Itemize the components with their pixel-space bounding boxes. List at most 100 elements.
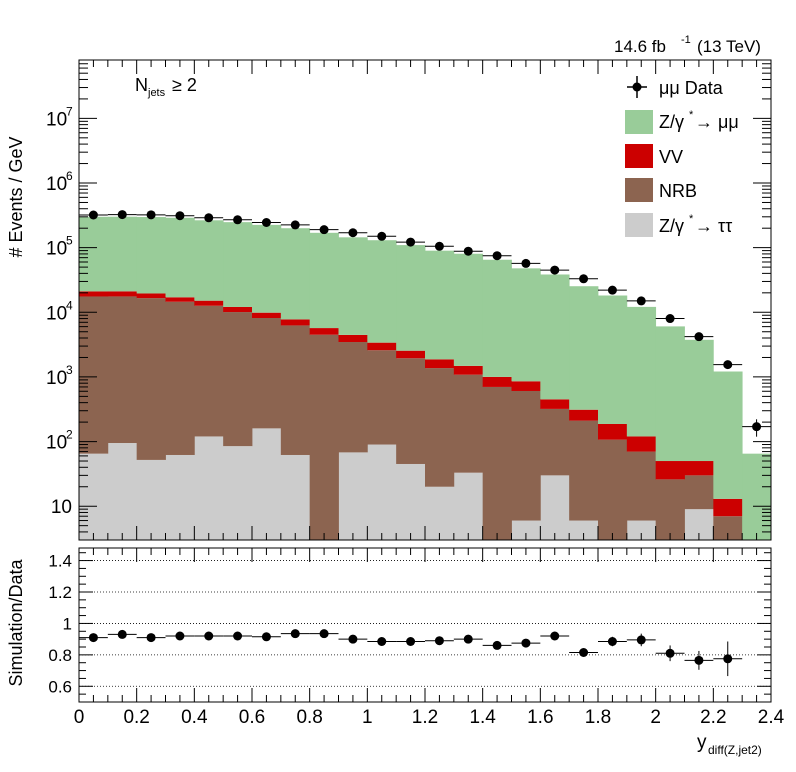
energy-label: (13 TeV) <box>697 37 761 56</box>
main-ytick-label-4: 10 <box>46 239 67 260</box>
bar-dy_mumu-22 <box>713 371 743 499</box>
legend-label-dy-mumu: Z/γ <box>659 112 684 132</box>
bar-dy_tautau-3 <box>165 454 195 540</box>
bar-dy_mumu-5 <box>223 222 253 307</box>
data-point-11 <box>406 237 416 247</box>
xtick-label-7: 1.4 <box>469 707 496 728</box>
bar-nrb-8 <box>309 334 339 540</box>
njets-annotation-rest: ≥ 2 <box>172 75 197 95</box>
bar-vv-10 <box>367 342 397 351</box>
bar-vv-4 <box>194 300 224 306</box>
bar-dy_tautau-2 <box>136 459 166 540</box>
y-axis-title-main: # Events / GeV <box>6 136 26 257</box>
bar-nrb-17 <box>569 420 599 521</box>
ratio-point-19 <box>636 635 646 645</box>
ratio-ytick-label-3: 1.2 <box>48 583 72 602</box>
bar-vv-8 <box>309 328 339 335</box>
bar-dy_tautau-7 <box>280 454 311 540</box>
bar-vv-13 <box>453 365 484 375</box>
ratio-point-17 <box>579 648 589 657</box>
bar-vv-16 <box>540 399 570 409</box>
bar-dy_tautau-5 <box>223 446 253 540</box>
bar-dy_tautau-11 <box>396 463 426 540</box>
y-axis-title-ratio: Simulation/Data <box>6 558 26 686</box>
data-point-19 <box>636 296 646 306</box>
main-ytick-exp-6: 7 <box>66 104 73 118</box>
main-ytick-label-6: 10 <box>46 109 67 130</box>
legend-label-vv: VV <box>659 147 683 167</box>
bar-nrb-22 <box>713 516 743 540</box>
bar-dy_mumu-21 <box>684 339 714 462</box>
ratio-ytick-label-1: 0.8 <box>48 646 72 665</box>
bar-nrb-18 <box>598 439 628 540</box>
bar-vv-7 <box>280 319 311 326</box>
bar-vv-17 <box>569 409 599 421</box>
data-point-3 <box>175 211 185 221</box>
stacked-histogram-bars <box>79 216 772 540</box>
ratio-gridlines <box>79 560 771 687</box>
legend-label-data: μμ Data <box>659 78 724 98</box>
ratio-point-7 <box>290 629 300 639</box>
xtick-label-10: 2 <box>650 707 661 728</box>
bar-nrb-7 <box>280 325 311 455</box>
bar-nrb-12 <box>425 368 455 487</box>
bar-dy_tautau-4 <box>194 436 224 540</box>
bar-nrb-2 <box>136 298 166 460</box>
bar-dy_mumu-23 <box>742 453 772 540</box>
main-ytick-label-2: 10 <box>46 368 67 389</box>
ratio-point-5 <box>233 631 243 641</box>
legend-label-nrb: NRB <box>659 181 697 201</box>
bar-dy_mumu-17 <box>569 286 599 410</box>
data-point-13 <box>463 246 473 256</box>
data-point-8 <box>319 225 329 235</box>
main-ytick-exp-2: 3 <box>66 363 73 377</box>
main-ytick-exp-1: 2 <box>66 428 73 442</box>
xtick-label-6: 1.2 <box>412 707 438 728</box>
ratio-point-15 <box>521 638 531 648</box>
bar-dy_mumu-2 <box>136 217 166 294</box>
bar-dy_mumu-6 <box>252 224 282 313</box>
ratio-point-6 <box>261 632 271 642</box>
ratio-frame <box>78 547 772 703</box>
legend-swatch-vv <box>625 144 653 168</box>
data-point-6 <box>261 217 271 227</box>
xtick-label-0: 0 <box>74 707 85 728</box>
bar-vv-14 <box>482 376 512 387</box>
data-point-17 <box>579 274 589 284</box>
xtick-label-11: 2.2 <box>700 707 726 728</box>
bar-dy_tautau-17 <box>569 520 599 540</box>
xtick-label-3: 0.6 <box>239 707 265 728</box>
bar-dy_mumu-1 <box>107 216 138 292</box>
bar-nrb-6 <box>252 317 282 429</box>
bar-dy_mumu-14 <box>482 259 512 377</box>
bar-dy_mumu-20 <box>655 326 685 462</box>
bar-vv-5 <box>223 306 253 313</box>
bar-nrb-13 <box>453 374 484 473</box>
ratio-point-20 <box>665 648 675 658</box>
ratio-point-13 <box>463 634 473 644</box>
bar-dy_tautau-16 <box>540 475 570 540</box>
bar-dy_tautau-13 <box>453 472 484 540</box>
bar-nrb-20 <box>655 479 685 540</box>
bar-dy_mumu-12 <box>425 250 455 360</box>
bar-nrb-0 <box>79 296 109 454</box>
ratio-point-21 <box>694 655 704 665</box>
data-point-20 <box>665 314 675 324</box>
legend-swatch-dy-mumu <box>625 110 653 134</box>
ratio-point-11 <box>406 637 416 646</box>
bar-vv-20 <box>655 461 685 480</box>
bar-nrb-16 <box>540 408 570 476</box>
main-ytick-label-0: 10 <box>51 497 72 518</box>
bar-vv-3 <box>165 297 195 302</box>
data-point-2 <box>146 210 156 220</box>
x-axis-title: y <box>697 732 707 753</box>
bar-dy_mumu-7 <box>280 228 311 320</box>
data-point-5 <box>233 215 243 225</box>
bar-vv-11 <box>396 350 426 359</box>
bar-vv-12 <box>425 359 455 369</box>
data-point-15 <box>521 258 531 268</box>
x-axis-title-sub: diff(Z,jet2) <box>708 743 762 757</box>
data-point-1 <box>117 210 127 220</box>
xtick-label-12: 2.4 <box>758 707 785 728</box>
